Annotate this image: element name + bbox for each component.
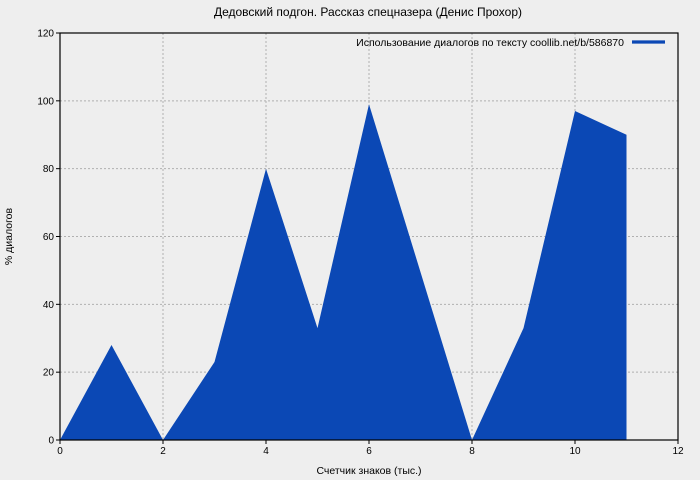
- svg-text:12: 12: [672, 446, 684, 457]
- svg-text:6: 6: [366, 446, 372, 457]
- svg-text:Использование диалогов по текс: Использование диалогов по тексту coollib…: [356, 37, 624, 49]
- svg-text:0: 0: [57, 446, 63, 457]
- svg-text:Дедовский подгон. Рассказ спец: Дедовский подгон. Рассказ спецназера (Де…: [214, 5, 522, 19]
- svg-text:10: 10: [569, 446, 581, 457]
- svg-text:60: 60: [43, 232, 55, 243]
- svg-text:0: 0: [48, 436, 54, 447]
- svg-text:Счетчик знаков (тыс.): Счетчик знаков (тыс.): [316, 465, 421, 477]
- svg-text:2: 2: [160, 446, 166, 457]
- svg-text:80: 80: [43, 164, 55, 175]
- svg-text:8: 8: [469, 446, 475, 457]
- svg-text:40: 40: [43, 300, 55, 311]
- svg-text:100: 100: [37, 96, 54, 107]
- svg-text:% диалогов: % диалогов: [3, 207, 15, 265]
- svg-text:120: 120: [37, 29, 54, 40]
- svg-text:4: 4: [263, 446, 269, 457]
- svg-text:20: 20: [43, 368, 55, 379]
